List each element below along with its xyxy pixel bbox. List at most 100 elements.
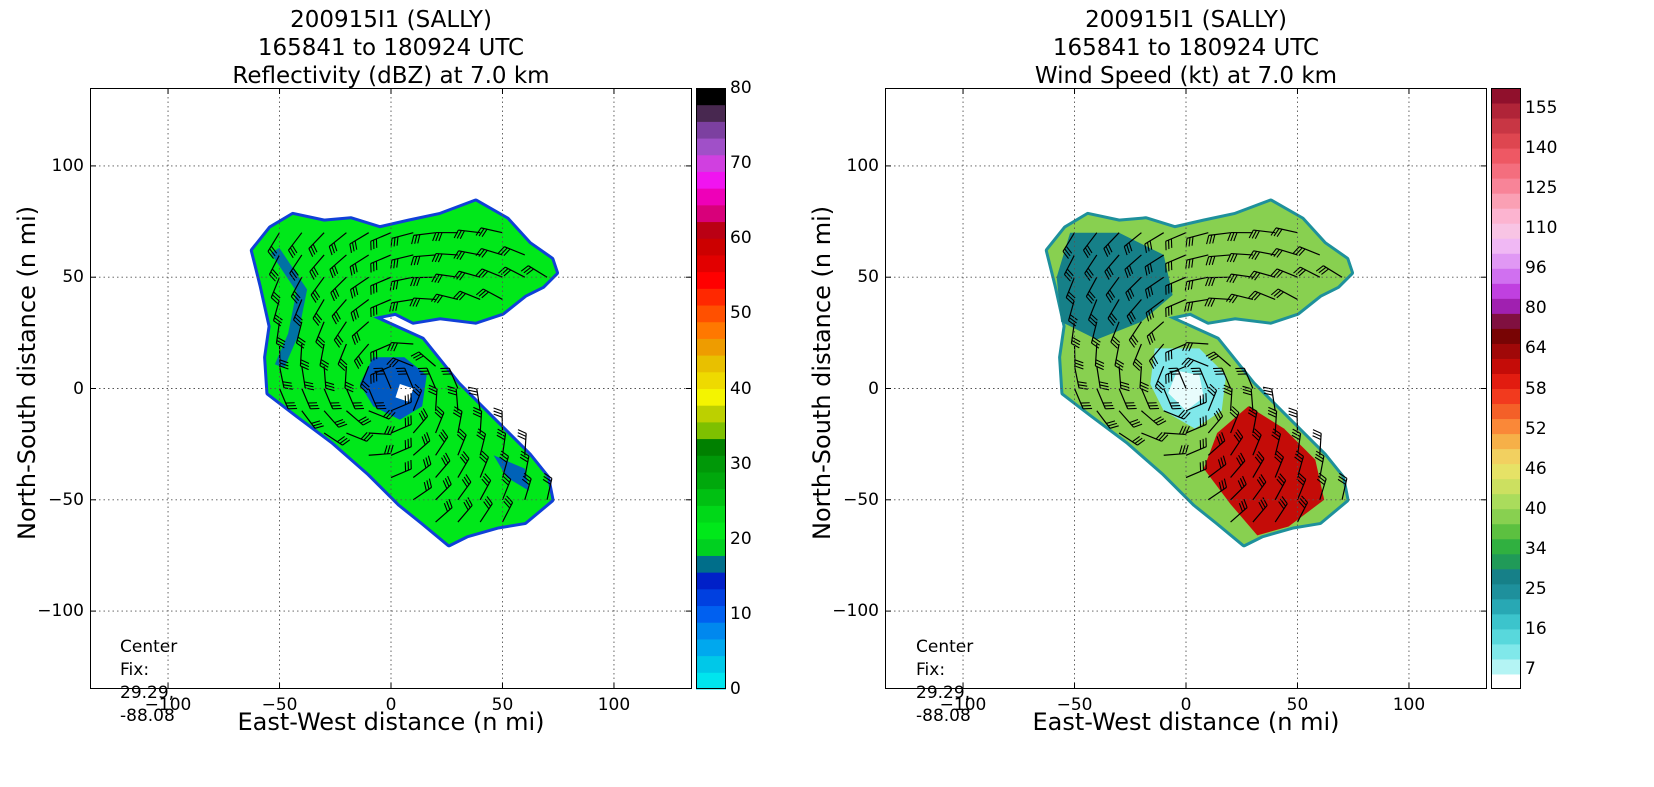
wind-speed-colorbar-swatch	[1491, 238, 1521, 254]
reflectivity-colorbar-tick-label: 20	[730, 528, 752, 549]
wind-speed-wind-barb	[1226, 252, 1253, 263]
reflectivity-wind-barb	[350, 298, 370, 322]
wind-speed-title-line-2: 165841 to 180924 UTC	[1052, 35, 1320, 61]
wind-speed-wind-barb	[1107, 299, 1120, 326]
reflectivity-wind-barb	[497, 246, 526, 256]
reflectivity-x-tick-label: 50	[491, 695, 514, 715]
wind-speed-wind-barb	[1165, 254, 1187, 273]
reflectivity-wind-barb	[331, 299, 347, 325]
reflectivity-wind-barb	[267, 232, 281, 259]
wind-speed-wind-barb	[1207, 408, 1224, 434]
reflectivity-colorbar-tick-label: 70	[730, 153, 752, 174]
reflectivity-wind-barb	[430, 293, 459, 304]
wind-speed-outer-band	[1056, 232, 1173, 340]
wind-speed-wind-barb	[1185, 393, 1207, 412]
reflectivity-colorbar-swatch	[696, 538, 726, 556]
reflectivity-wind-barb	[520, 265, 548, 278]
reflectivity-colorbar-swatch	[696, 471, 726, 490]
reflectivity-wind-barb	[435, 498, 453, 523]
reflectivity-wind-barb	[370, 276, 392, 295]
reflectivity-wind-barb	[368, 409, 396, 420]
reflectivity-wind-barb	[368, 425, 395, 436]
reflectivity-x-tick-label: 100	[597, 695, 631, 715]
wind-speed-wind-barb	[1230, 475, 1247, 501]
wind-speed-colorbar-tick-label: 110	[1525, 218, 1558, 239]
wind-speed-x-tick-label: −50	[1056, 695, 1093, 715]
reflectivity-wind-barb	[479, 473, 492, 501]
reflectivity-wind-barb	[323, 388, 342, 410]
wind-speed-wind-barb	[1294, 450, 1305, 478]
wind-speed-wind-barb	[1185, 254, 1209, 270]
reflectivity-wind-barb	[368, 388, 387, 410]
reflectivity-wind-barb	[349, 232, 370, 253]
reflectivity-colorbar-swatch	[696, 138, 726, 156]
reflectivity-colorbar-swatch	[696, 488, 726, 506]
wind-speed-colorbar-swatch	[1491, 268, 1521, 284]
wind-speed-wind-barb	[1185, 437, 1207, 456]
wind-speed-wind-barb	[1165, 343, 1187, 362]
wind-speed-colorbar-tick-label: 46	[1525, 458, 1547, 479]
wind-speed-wind-barb	[1087, 299, 1098, 327]
wind-speed-colorbar-swatch	[1491, 538, 1521, 555]
wind-speed-wind-barb	[1248, 290, 1276, 301]
reflectivity-wind-barb	[390, 437, 412, 456]
reflectivity-wind-barb	[410, 254, 436, 266]
wind-speed-wind-barb	[1225, 293, 1254, 304]
reflectivity-wind-barb	[289, 254, 303, 281]
reflectivity-wind-barb	[309, 254, 325, 280]
wind-speed-colorbar-swatch	[1491, 418, 1521, 435]
wind-speed-colorbar-swatch	[1491, 388, 1521, 405]
reflectivity-title-line-1: 200915I1 (SALLY)	[290, 7, 492, 33]
wind-speed-y-tick-label: −50	[843, 489, 879, 510]
wind-speed-wind-barb	[1207, 383, 1218, 411]
reflectivity-wind-barb	[517, 429, 527, 456]
wind-speed-wind-barb	[1207, 432, 1226, 456]
wind-speed-colorbar-tick-label: 140	[1525, 138, 1558, 159]
reflectivity-colorbar-swatch	[696, 505, 726, 523]
wind-speed-wind-barb	[1070, 321, 1081, 349]
wind-speed-wind-barb	[1230, 452, 1246, 478]
wind-speed-colorbar-swatch	[1491, 208, 1521, 224]
reflectivity-colorbar-tick-label: 10	[730, 603, 752, 624]
reflectivity-wind-barb	[373, 367, 392, 389]
wind-speed-colorbar-swatch	[1491, 583, 1521, 600]
wind-speed-colorbar-swatch	[1491, 358, 1521, 374]
wind-speed-wind-barb	[1090, 321, 1101, 349]
wind-speed-colorbar-swatch	[1491, 133, 1521, 149]
reflectivity-colorbar-swatch	[696, 438, 726, 456]
wind-speed-wind-barb	[1185, 415, 1207, 434]
reflectivity-wind-barb	[428, 384, 438, 411]
wind-speed-wind-barb	[1206, 232, 1231, 245]
reflectivity-wind-barb	[453, 229, 481, 240]
wind-speed-wind-barb	[1185, 459, 1207, 479]
wind-speed-colorbar-swatch	[1491, 568, 1521, 585]
reflectivity-colorbar-swatch	[696, 321, 726, 339]
reflectivity-center-fix-label: Center Fix:	[120, 637, 178, 680]
reflectivity-wind-barb	[467, 386, 481, 411]
wind-speed-wind-barb	[1118, 432, 1146, 446]
reflectivity-wind-barb	[346, 432, 374, 442]
reflectivity-wind-barb	[275, 321, 286, 349]
wind-speed-colorbar-swatch	[1491, 373, 1521, 389]
wind-speed-wind-barb	[1252, 474, 1267, 501]
reflectivity-wind-barb	[498, 266, 526, 278]
reflectivity-wind-barb	[435, 429, 449, 456]
wind-speed-wind-barb	[1262, 386, 1276, 411]
wind-speed-wind-barb	[1084, 254, 1098, 281]
wind-speed-colorbar-swatch	[1491, 118, 1521, 134]
reflectivity-colorbar-swatch	[696, 188, 726, 206]
wind-speed-colorbar-swatch	[1491, 178, 1521, 194]
reflectivity-colorbar-swatch	[696, 204, 726, 223]
wind-speed-wind-barb	[1316, 472, 1327, 500]
wind-speed-wind-barb	[1062, 232, 1076, 259]
wind-speed-wind-barb	[1163, 388, 1182, 410]
reflectivity-wind-barb	[409, 297, 436, 307]
wind-speed-colorbar-swatch	[1491, 343, 1521, 359]
wind-speed-wind-barb	[1248, 229, 1276, 240]
wind-speed-colorbar-swatch	[1491, 328, 1521, 344]
reflectivity-wind-barb	[410, 351, 436, 367]
wind-speed-colorbar-tick-label: 155	[1525, 98, 1558, 119]
reflectivity-wind-barb	[440, 367, 459, 389]
wind-speed-y-tick-label: 50	[857, 267, 879, 288]
wind-speed-colorbar-tick-label: 40	[1525, 498, 1547, 519]
